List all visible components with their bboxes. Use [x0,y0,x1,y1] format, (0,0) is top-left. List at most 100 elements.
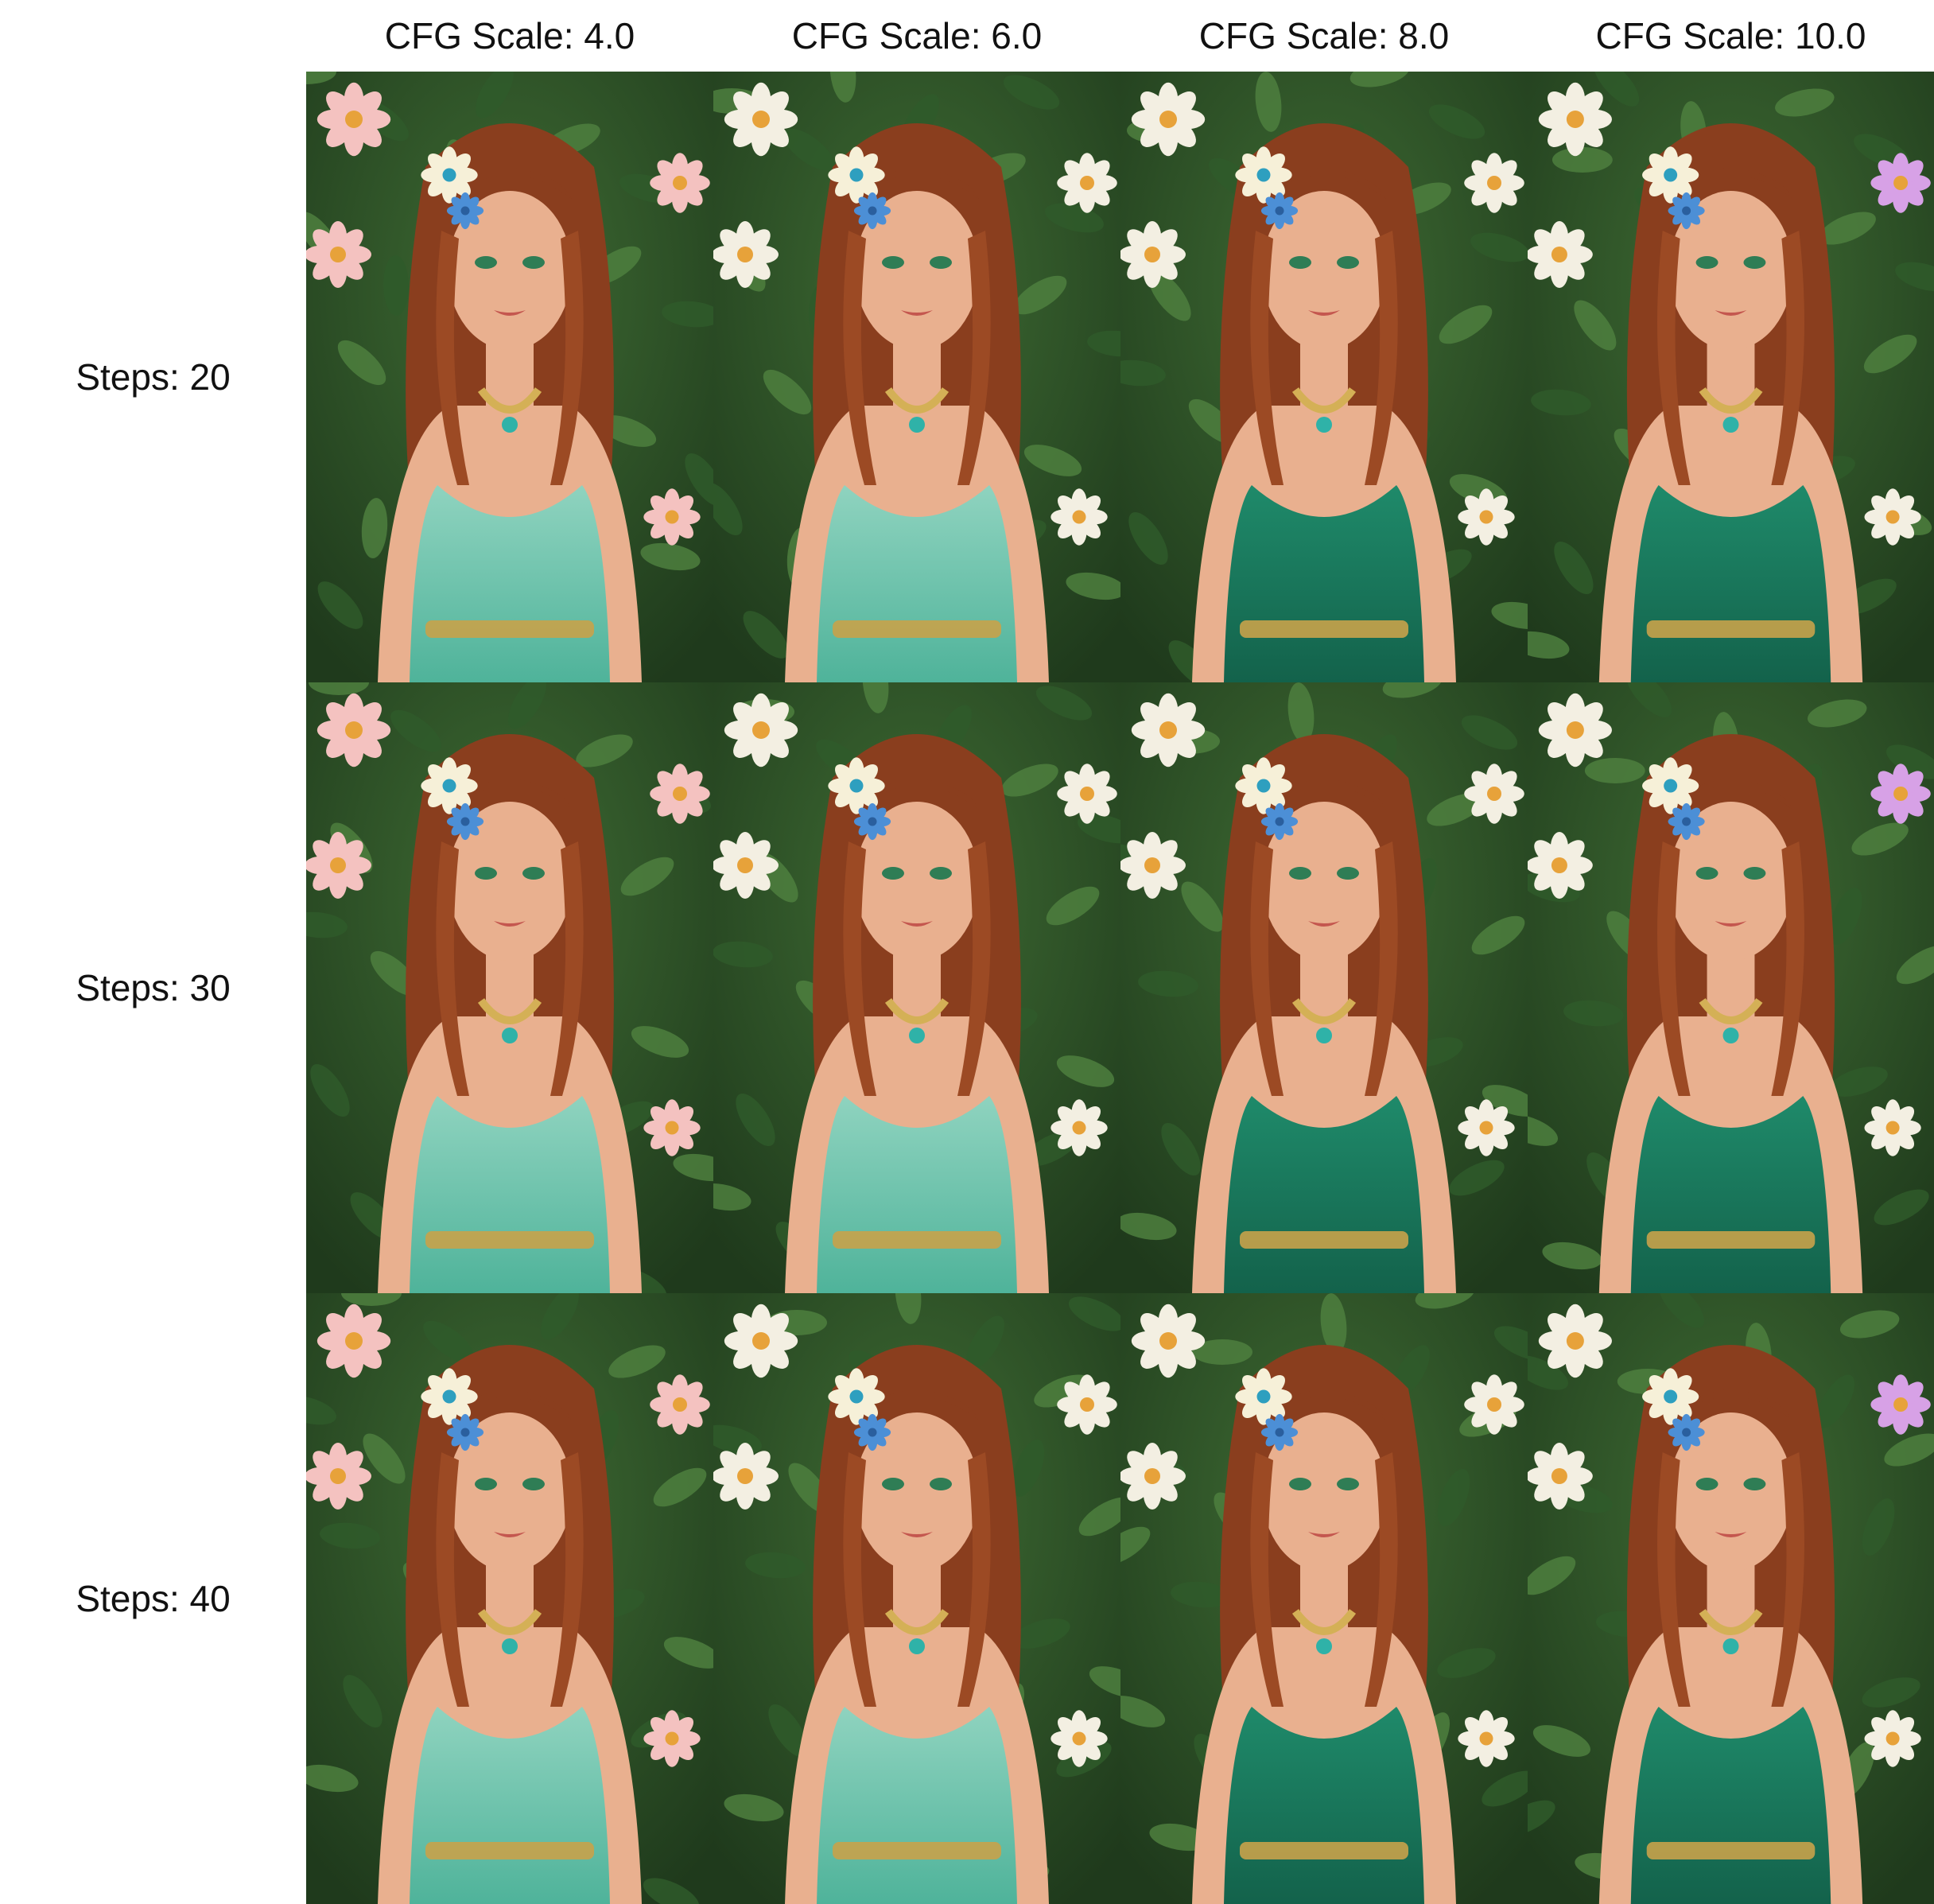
waist-belt [1646,620,1816,638]
background-flower-icon [650,764,710,824]
hair-flower-icon [828,757,885,814]
background-flower-icon [1120,221,1186,288]
background-flower-icon [1458,1710,1515,1767]
right-eye [930,256,952,269]
background-flower-icon [306,1443,371,1510]
hair-strand [436,841,469,1096]
background-flower-icon [1050,1710,1108,1767]
face [855,191,979,350]
right-eye [930,867,952,880]
background-flower-icon [1538,1304,1612,1378]
lips [901,310,933,316]
background-flower-icon [713,221,779,288]
pendant-gem [502,417,518,433]
waist-belt [833,1231,1001,1249]
right-eye [522,256,545,269]
waist-belt [1646,1842,1816,1859]
left-eye [1695,256,1718,269]
portrait-illustration [713,72,1120,682]
hair-strand [957,1452,991,1707]
portrait-illustration [1528,682,1934,1293]
necklace [1291,997,1357,1024]
right-eye [1337,1478,1359,1490]
grid-image [1528,682,1934,1293]
column-header-cfg-6: CFG Scale: 6.0 [791,15,1043,56]
hair-fringe [1668,778,1793,810]
lips [901,1532,933,1537]
hair-flower-icon [1235,146,1292,204]
hair-fringe [855,1389,979,1420]
grid-image [713,72,1120,682]
hair-strand [1771,841,1804,1096]
hair-fringe [1262,778,1386,810]
pendant-gem [909,417,925,433]
lips [1715,1532,1747,1537]
waist-belt [425,620,594,638]
hair-flower-icon [1668,192,1705,230]
hair-flower-icon [1642,146,1699,204]
hair-flower-icon [1668,802,1705,841]
hair-strand [957,231,991,485]
hair-flower-icon [1260,1413,1299,1451]
portrait-illustration [713,682,1120,1293]
right-eye [522,867,545,880]
background-flower-icon [1528,1443,1593,1510]
face [1262,191,1386,350]
hair-strand [436,1452,469,1707]
hair-flower-icon [853,192,891,230]
background-flower-icon [1528,832,1593,899]
left-eye [1289,256,1311,269]
face [448,802,572,961]
background-flower-icon [1528,221,1593,288]
background-flower-icon [1464,153,1524,213]
hair-strand [1365,231,1398,485]
background-flower-icon [1057,764,1117,824]
background-flower-icon [1870,764,1931,824]
necklace [1291,387,1357,414]
portrait-illustration [713,1293,1120,1904]
hair-strand [1771,231,1804,485]
grid-corner [0,0,306,72]
hair-flower-icon [421,757,478,814]
necklace [1699,1608,1763,1635]
background-flower-icon [1057,153,1117,213]
hair-fringe [1668,167,1793,199]
hair-flower-icon [1235,757,1292,814]
hair-flower-icon [446,802,484,841]
hair-flower-icon [1260,802,1299,841]
pendant-gem [1722,1028,1739,1043]
hair-fringe [1262,167,1386,199]
hair-strand [843,1452,876,1707]
hair-fringe [448,778,572,810]
necklace [1699,387,1763,414]
lips [494,1532,526,1537]
portrait-illustration [1120,682,1528,1293]
portrait-illustration [1120,1293,1528,1904]
background-flower-icon [1131,1304,1206,1378]
grid-image [306,682,713,1293]
hair-flower-icon [1668,1413,1705,1451]
right-eye [930,1478,952,1490]
hair-strand [1365,841,1398,1096]
background-flower-icon [1464,764,1524,824]
background-flower-icon [713,832,779,899]
hair-flower-icon [853,802,891,841]
background-flower-icon [650,153,710,213]
background-flower-icon [650,1374,710,1435]
background-flower-icon [1050,1099,1108,1156]
pendant-gem [1316,1028,1332,1043]
grid-image [306,1293,713,1904]
hair-flower-icon [828,146,885,204]
waist-belt [1646,1231,1816,1249]
right-eye [1337,256,1359,269]
portrait-illustration [1120,72,1528,682]
background-flower-icon [724,82,798,157]
grid-image [1120,682,1528,1293]
row-header-steps-30: Steps: 30 [76,967,231,1008]
portrait-illustration [306,72,713,682]
hair-flower-icon [1235,1368,1292,1425]
face [855,1412,979,1572]
hair-flower-icon [446,1413,484,1451]
right-eye [522,1478,545,1490]
